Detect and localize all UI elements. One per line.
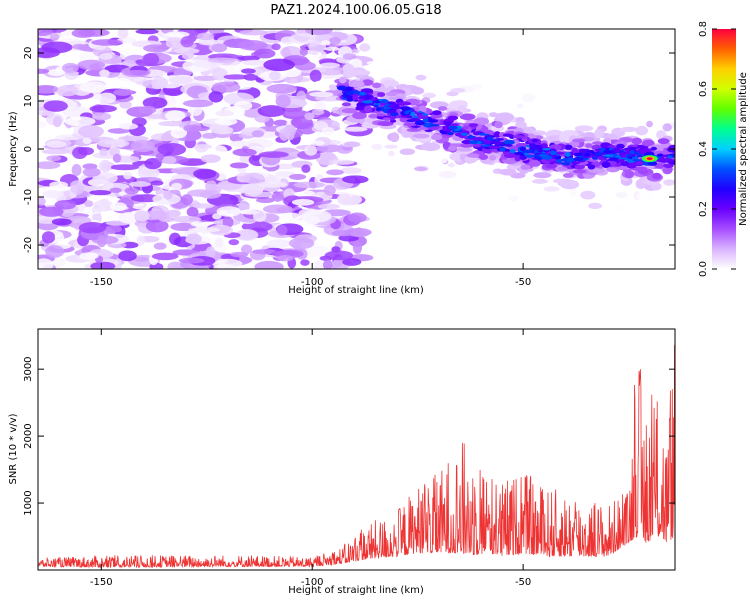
y-tick-label: 10	[23, 95, 34, 108]
colorbar-tick-label: 0.0	[698, 261, 709, 277]
top-y-label: Frequency (Hz)	[8, 111, 19, 187]
top-x-label: Height of straight line (km)	[288, 285, 424, 296]
x-tick-label: -150	[90, 577, 113, 588]
bottom-x-label: Height of straight line (km)	[288, 585, 424, 596]
x-tick-label: -100	[301, 277, 324, 288]
bottom-y-axis: 1000 2000 3000	[23, 356, 675, 516]
colorbar: 0.0 0.2 0.4 0.6 0.8 Normalized spectral ampl…	[698, 21, 749, 277]
x-tick-label: -150	[90, 277, 113, 288]
spectrogram-heatmap	[38, 29, 675, 269]
x-tick-label: -100	[301, 577, 324, 588]
colorbar-tick-label: 0.4	[698, 141, 709, 157]
figure-title: PAZ1.2024.100.06.05.G18	[270, 3, 441, 18]
colorbar-tick-label: 0.6	[698, 81, 709, 97]
y-tick-label: 3000	[23, 356, 34, 381]
snr-series-line	[38, 345, 675, 569]
y-tick-label: -20	[23, 237, 34, 253]
snr-panel: -150 -100 -50 1000 2000 3000 Height of strai…	[8, 328, 676, 596]
y-tick-label: 20	[23, 47, 34, 60]
colorbar-tick-label: 0.2	[698, 201, 709, 217]
y-tick-label: 2000	[23, 423, 34, 448]
bottom-x-axis: -150 -100 -50	[90, 329, 531, 588]
top-x-axis: -150 -100 -50	[90, 29, 531, 288]
y-tick-label: 1000	[23, 490, 34, 515]
colorbar-ticks: 0.0 0.2 0.4 0.6 0.8	[698, 21, 736, 277]
top-y-axis: -20 -10 0 10 20	[23, 47, 675, 253]
y-tick-label: -10	[23, 189, 34, 205]
colorbar-label: Normalized spectral amplitude	[738, 72, 749, 226]
x-tick-label: -50	[515, 277, 531, 288]
y-tick-label: 0	[23, 146, 34, 152]
colorbar-tick-label: 0.8	[698, 21, 709, 37]
bottom-y-label: SNR (10 * v/v)	[8, 413, 19, 484]
x-tick-label: -50	[515, 577, 531, 588]
